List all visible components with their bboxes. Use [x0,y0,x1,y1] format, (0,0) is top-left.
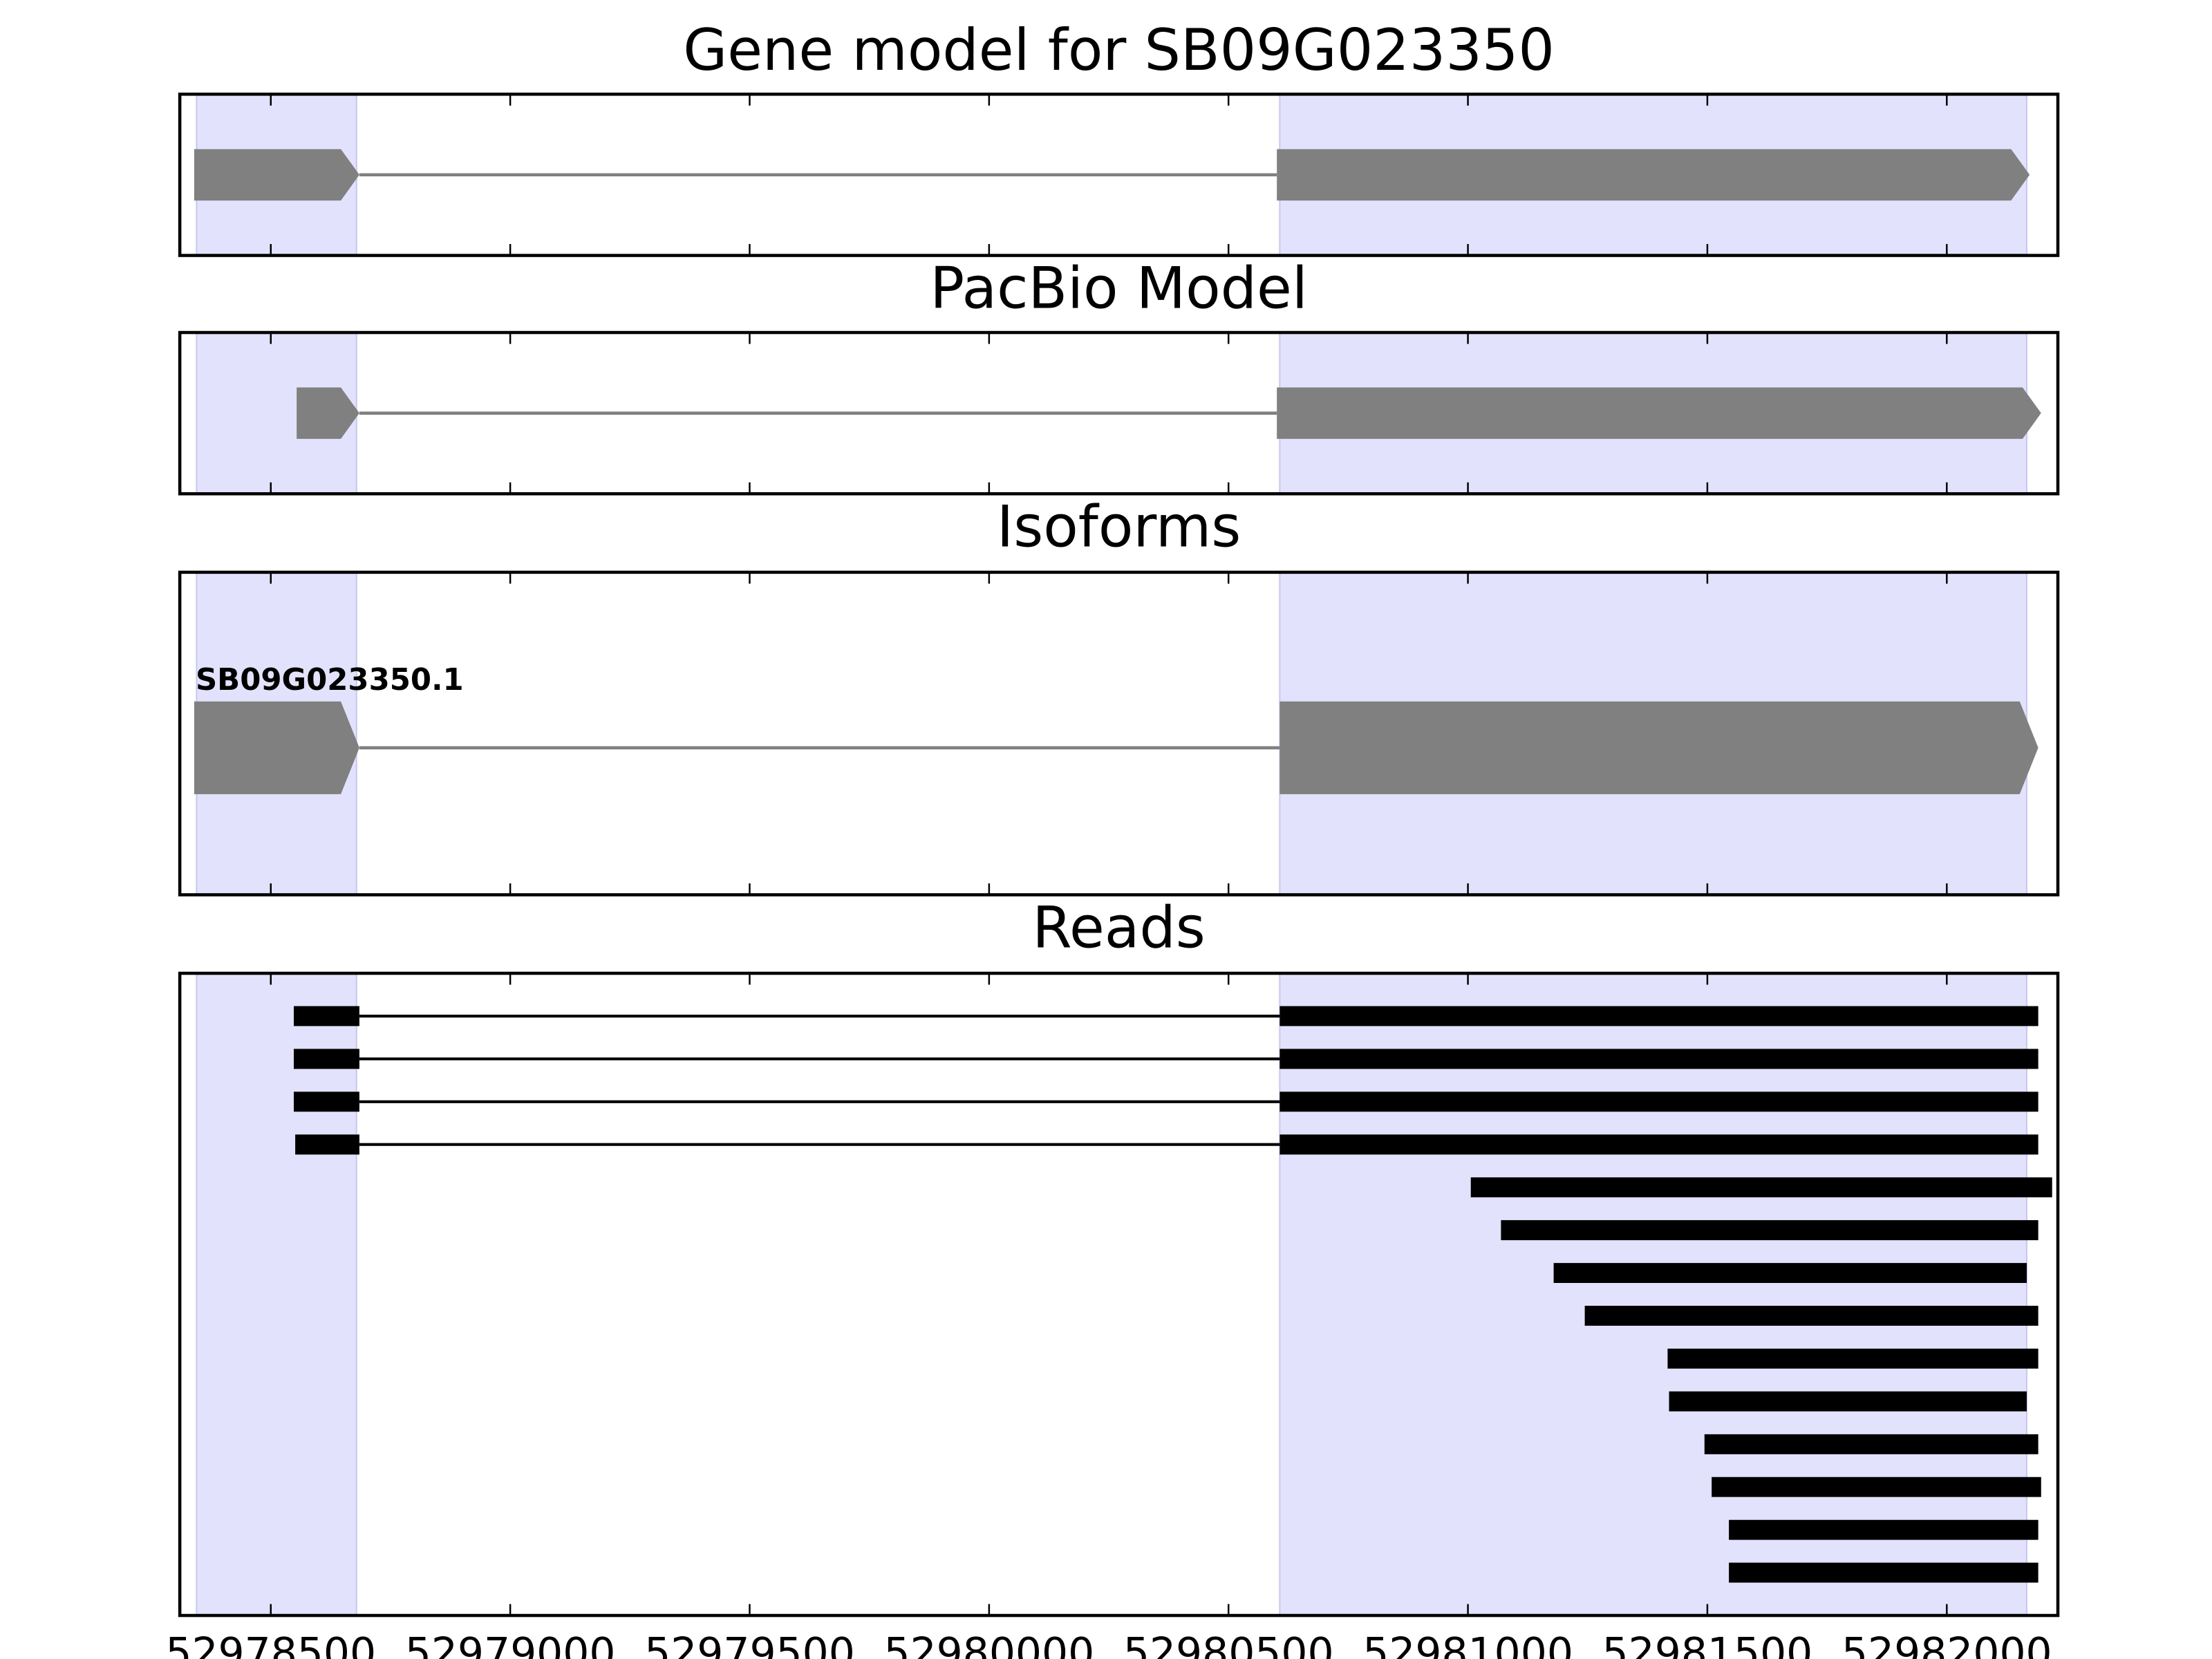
panel-frame [178,92,2060,257]
read-block [1280,1134,2038,1155]
exon [194,701,359,794]
x-tick-label: 52981500 [1602,1629,1813,1659]
read-block [293,1091,359,1112]
read-block [293,1006,359,1027]
panel-frame [178,330,2060,496]
read-block [1470,1177,2052,1198]
read-block [295,1134,359,1155]
read-block [1584,1306,2038,1326]
exon [1280,701,2038,794]
panel-frame [178,570,2060,897]
read-block [1669,1391,2027,1412]
panel-title: PacBio Model [930,256,1307,322]
panel-title: Gene model for SB09G023350 [683,17,1555,84]
panel-title: Isoforms [997,494,1241,560]
read-block [1280,1091,2038,1112]
exon [297,387,359,439]
read-block [1501,1220,2038,1241]
read-block [1553,1263,2027,1283]
exon-highlight [196,972,357,1617]
exon [1277,387,2041,439]
exon [194,149,359,201]
panel-frame [178,971,2060,1618]
x-tick-label: 52980000 [884,1629,1095,1659]
read-block [1729,1519,2038,1540]
isoform-label: SB09G023350.1 [196,663,464,697]
read-block [1729,1562,2038,1583]
read-block [293,1049,359,1069]
read-block [1280,1049,2038,1069]
read-block [1704,1434,2038,1454]
x-tick-label: 52978500 [165,1629,376,1659]
exon-highlight [1279,972,2028,1617]
read-block [1712,1477,2041,1497]
read-block [1667,1348,2038,1369]
read-block [1280,1006,2038,1027]
exon [1277,149,2030,201]
x-tick-label: 52980500 [1123,1629,1334,1659]
panel-title: Reads [1032,895,1206,962]
x-tick-label: 52979500 [644,1629,855,1659]
x-tick-label: 52981000 [1362,1629,1573,1659]
x-tick-label: 52982000 [1841,1629,2052,1659]
x-tick-label: 52979000 [405,1629,616,1659]
